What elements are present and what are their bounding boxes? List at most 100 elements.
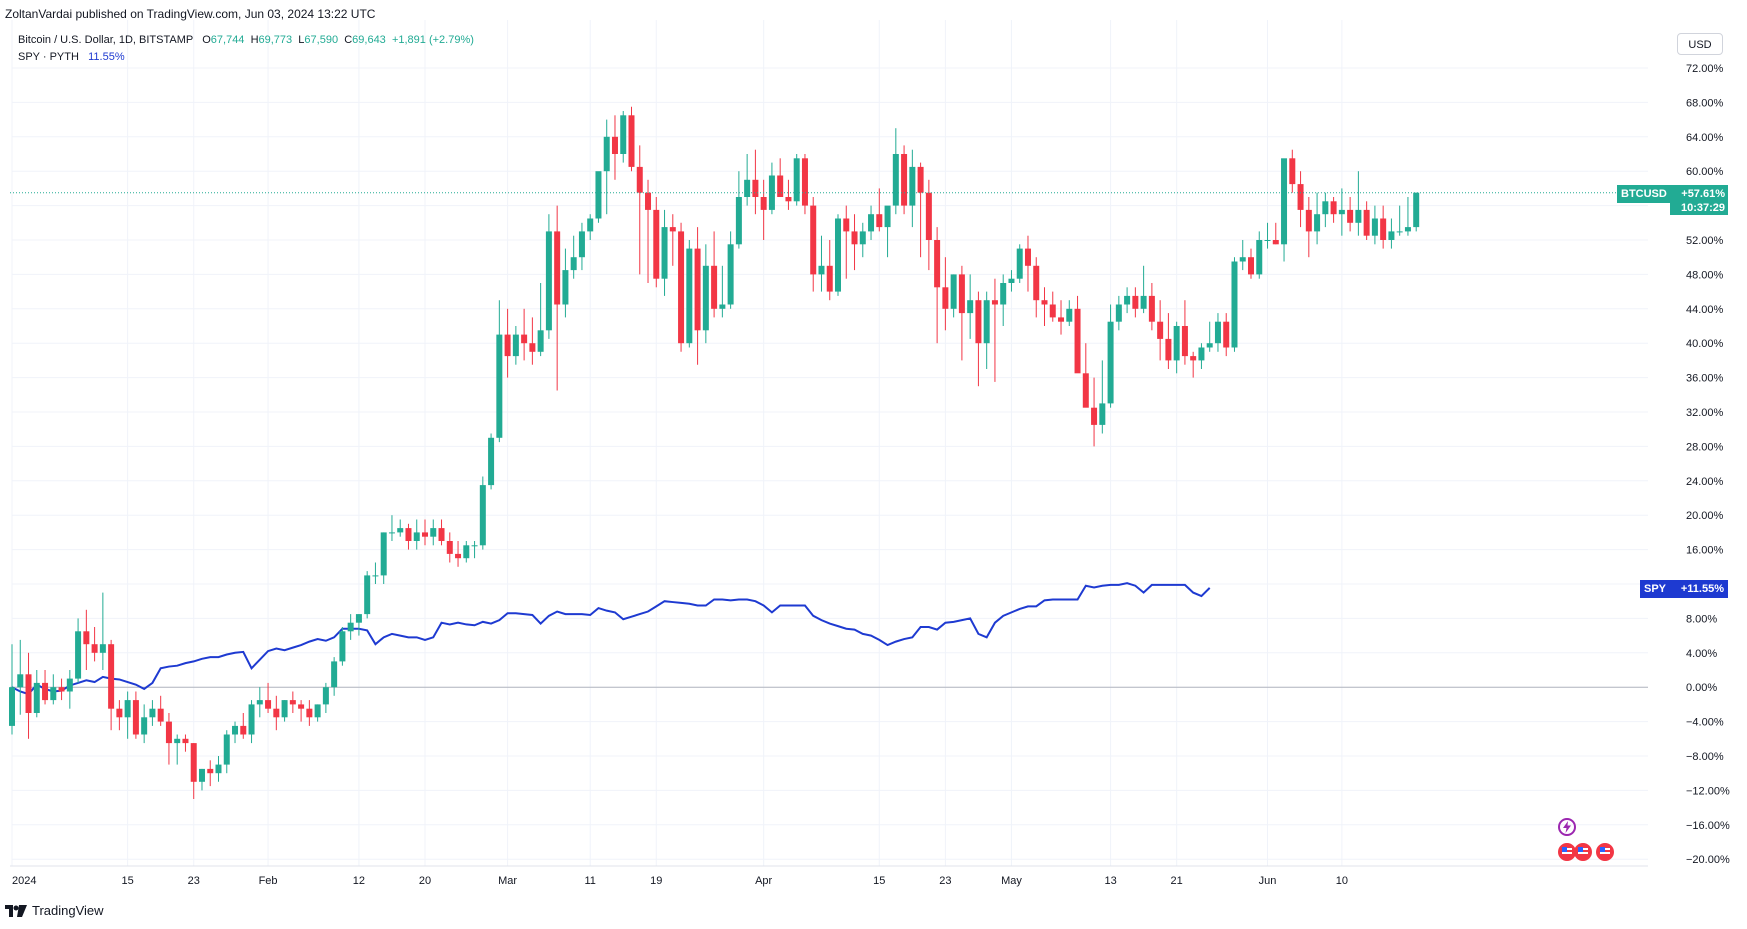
candle <box>562 248 569 318</box>
candle-body <box>17 674 24 688</box>
candle <box>1008 270 1015 292</box>
x-tick-label: Mar <box>498 875 517 887</box>
candle <box>744 154 751 206</box>
candle-body <box>521 334 528 344</box>
candle-body <box>413 532 420 541</box>
candle <box>1033 257 1040 318</box>
candle-body <box>570 257 577 271</box>
candle-body <box>636 166 643 193</box>
candle <box>108 639 115 731</box>
candle <box>496 300 503 443</box>
candle-body <box>620 115 627 154</box>
candle-body <box>438 528 445 541</box>
candle <box>9 644 15 735</box>
candle <box>190 743 197 799</box>
y-tick-label: 16.00% <box>1686 545 1724 557</box>
candle <box>595 171 602 223</box>
candle <box>355 614 362 636</box>
candle <box>1380 205 1387 249</box>
candle-body <box>1033 265 1040 301</box>
candle-body <box>826 265 833 292</box>
candle-body <box>1289 158 1296 185</box>
candle <box>859 222 866 258</box>
main-series-legend[interactable]: Bitcoin / U.S. Dollar, 1D, BITSTAMP O67,… <box>18 34 474 46</box>
candle-body <box>141 717 148 735</box>
event-lightning-icon[interactable] <box>1558 818 1576 836</box>
candle-body <box>1413 192 1420 228</box>
candle-body <box>719 304 726 309</box>
candle <box>248 700 255 744</box>
candle-body <box>1074 308 1081 374</box>
candle <box>1099 360 1106 434</box>
compare-series-legend[interactable]: SPY · PYTH 11.55% <box>18 51 125 63</box>
x-tick-label: 20 <box>419 875 431 887</box>
candle-body <box>1173 326 1180 361</box>
candle-body <box>75 631 82 679</box>
candle <box>1330 197 1337 223</box>
candle <box>405 523 412 550</box>
candle <box>686 240 693 348</box>
candle <box>1016 244 1023 283</box>
candle <box>1041 287 1048 326</box>
candle-body <box>1256 240 1263 275</box>
x-tick-label: Jun <box>1259 875 1277 887</box>
candle-body <box>273 708 280 718</box>
btc-value-badge: +57.61% 10:37:29 <box>1670 185 1728 215</box>
y-tick-label: 28.00% <box>1686 441 1724 453</box>
candle <box>942 257 949 331</box>
candle <box>785 179 792 210</box>
candle-body <box>215 764 222 774</box>
candle-body <box>661 227 668 279</box>
compare-symbol: SPY · PYTH <box>18 51 79 63</box>
y-tick-label: −4.00% <box>1686 717 1724 729</box>
candle <box>578 222 585 271</box>
candle <box>182 734 189 752</box>
candle <box>438 519 445 546</box>
candle-body <box>124 700 131 718</box>
event-flag-icon-2[interactable] <box>1574 843 1592 861</box>
candle-body <box>1058 317 1065 322</box>
candle <box>165 713 172 765</box>
candle-body <box>1388 231 1395 240</box>
candle-body <box>58 687 65 692</box>
candle <box>1231 257 1238 352</box>
candle-body <box>1231 261 1238 348</box>
candle-body <box>1181 326 1188 357</box>
candle <box>603 119 610 215</box>
candle-body <box>1396 231 1403 233</box>
candle-body <box>735 197 742 245</box>
candle <box>868 205 875 240</box>
x-axis-labels: 2024 15 23 Feb 12 20 Mar 11 19 Apr 15 23 May 13 21 Jun 1… <box>12 875 1348 887</box>
candle <box>983 291 990 369</box>
candle-body <box>380 532 387 576</box>
candle-body <box>603 136 610 172</box>
candle-body <box>1206 343 1213 348</box>
candle-body <box>430 528 437 537</box>
tradingview-logo[interactable]: TradingView <box>5 903 104 918</box>
candle-body <box>405 528 412 541</box>
candle <box>884 205 891 258</box>
candle-body <box>678 231 685 344</box>
candle <box>141 704 148 744</box>
candle <box>479 476 486 550</box>
candle <box>835 214 841 296</box>
currency-button[interactable]: USD <box>1677 33 1723 55</box>
candle-body <box>958 274 965 314</box>
candle <box>372 562 379 584</box>
event-flag-icon-3[interactable] <box>1596 843 1614 861</box>
candle-body <box>1091 407 1098 425</box>
candle <box>322 682 329 713</box>
candle-body <box>1148 295 1155 322</box>
candle <box>925 179 932 271</box>
candle-body <box>934 240 941 288</box>
candle <box>207 760 214 787</box>
y-axis-labels: 72.00%68.00%64.00%60.00%56.00%52.00%48.0… <box>1686 63 1730 866</box>
grid <box>10 20 1648 867</box>
candle-body <box>744 179 751 197</box>
candle <box>1223 313 1230 357</box>
candle <box>33 670 40 718</box>
candle <box>768 162 775 215</box>
candle <box>752 149 759 215</box>
x-tick-label: Apr <box>755 875 772 887</box>
